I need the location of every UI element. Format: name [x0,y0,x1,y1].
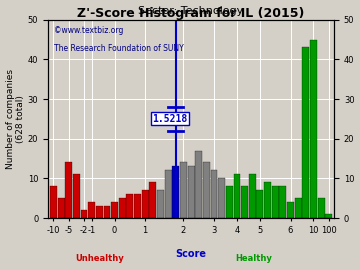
Bar [180,163,187,218]
Bar [157,190,164,218]
Bar [50,186,57,218]
Bar [149,182,156,218]
Bar [188,167,194,218]
Text: Sector: Technology: Sector: Technology [139,6,244,16]
Bar [165,170,172,218]
X-axis label: Score: Score [176,249,207,259]
Bar [142,190,149,218]
Bar [111,202,118,218]
Bar [73,174,80,218]
Bar [295,198,302,218]
Bar [279,186,286,218]
Bar [241,186,248,218]
Bar [134,194,141,218]
Bar [302,48,309,218]
Bar [264,182,271,218]
Bar [126,194,133,218]
Title: Z'-Score Histogram for IL (2015): Z'-Score Histogram for IL (2015) [77,7,305,20]
Y-axis label: Number of companies
(628 total): Number of companies (628 total) [5,69,25,169]
Bar [272,186,279,218]
Text: Unhealthy: Unhealthy [75,254,124,263]
Text: Healthy: Healthy [235,254,273,263]
Bar [104,206,111,218]
Bar [172,167,179,218]
Bar [310,39,317,218]
Bar [96,206,103,218]
Bar [318,198,324,218]
Bar [249,174,256,218]
Bar [287,202,294,218]
Bar [234,174,240,218]
Bar [119,198,126,218]
Bar [203,163,210,218]
Text: ©www.textbiz.org: ©www.textbiz.org [54,26,123,35]
Bar [81,210,87,218]
Bar [58,198,64,218]
Bar [218,178,225,218]
Bar [65,163,72,218]
Bar [195,151,202,218]
Bar [211,170,217,218]
Bar [325,214,332,218]
Bar [88,202,95,218]
Bar [226,186,233,218]
Text: The Research Foundation of SUNY: The Research Foundation of SUNY [54,43,184,52]
Bar [256,190,264,218]
Text: 1.5218: 1.5218 [152,114,187,124]
